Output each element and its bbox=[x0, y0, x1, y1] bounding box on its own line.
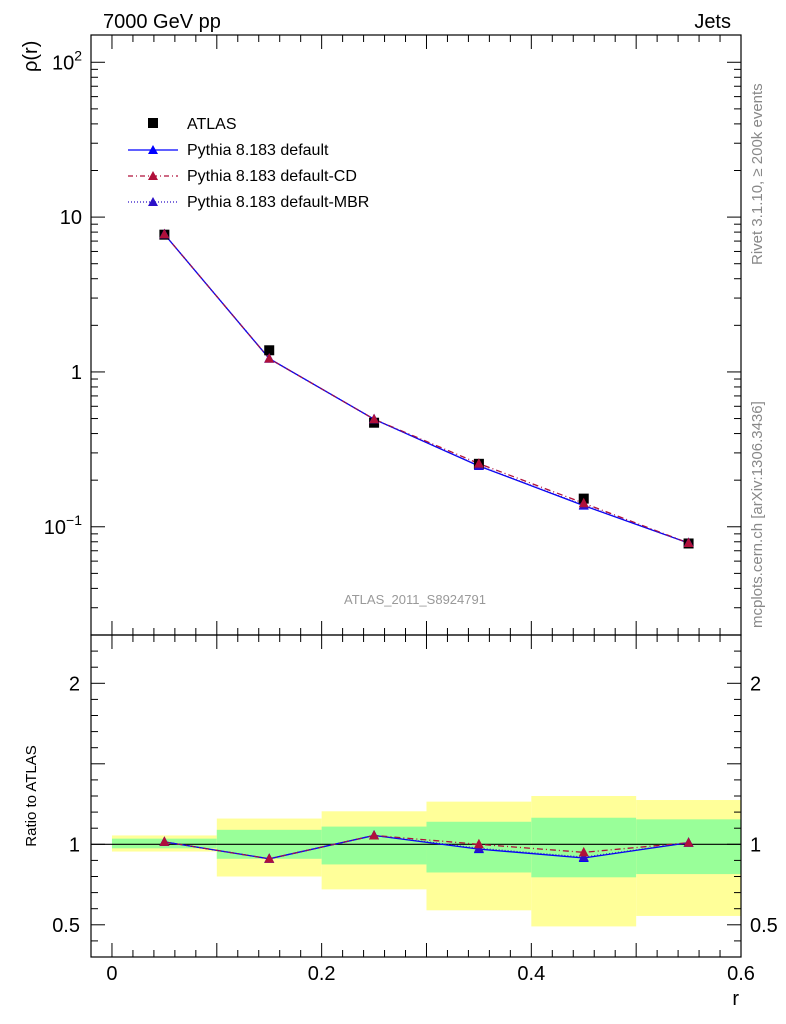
legend-marker-cd bbox=[148, 171, 158, 180]
main-axis-ticks: 10−1 1 10 102 bbox=[44, 35, 742, 636]
ratio-line-default bbox=[164, 834, 689, 860]
ratio-point-cd bbox=[473, 838, 484, 849]
legend: ATLAS Pythia 8.183 default Pythia 8.183 … bbox=[128, 116, 369, 211]
ratio-y-tick-label: 2 bbox=[69, 673, 80, 695]
main-line-cd bbox=[163, 233, 689, 544]
ratio-y-tick-label-right: 1 bbox=[750, 834, 761, 856]
main-point-cd bbox=[159, 228, 170, 239]
main-point-cd bbox=[578, 497, 589, 508]
ratio-uncertainty-bands bbox=[111, 796, 741, 927]
energy-label: 7000 GeV pp bbox=[103, 11, 221, 33]
x-tick-label: 0.4 bbox=[517, 963, 545, 985]
source-label: mcplots.cern.ch [arXiv:1306.3436] bbox=[749, 401, 766, 628]
legend-entry-default: Pythia 8.183 default bbox=[128, 142, 329, 159]
analysis-label: ATLAS_2011_S8924791 bbox=[344, 592, 486, 607]
ratio-point-mbr bbox=[578, 851, 589, 862]
x-axis-label: r bbox=[732, 988, 739, 1010]
main-point-cd bbox=[264, 353, 275, 363]
legend-marker-atlas bbox=[148, 118, 158, 128]
ratio-point-cd bbox=[683, 837, 694, 847]
main-y-axis-label: ρ(r) bbox=[20, 41, 42, 72]
ratio-y-tick-label-right: 2 bbox=[750, 673, 761, 695]
main-point-cd bbox=[473, 458, 484, 468]
ratio-axis-ticks: 0.5 0.5 1 1 2 2 0 0.2 0.4 0.6 bbox=[52, 634, 778, 985]
main-y-tick-label: 1 bbox=[71, 362, 82, 384]
ratio-plot-frame bbox=[90, 634, 742, 958]
legend-marker-default bbox=[148, 145, 158, 154]
ratio-y-tick-label: 0.5 bbox=[52, 915, 80, 937]
ratio-point-cd bbox=[578, 846, 589, 857]
main-line-default bbox=[163, 233, 689, 544]
legend-entry-atlas: ATLAS bbox=[148, 116, 237, 133]
ratio-y-tick-label: 1 bbox=[69, 834, 80, 856]
legend-label-default: Pythia 8.183 default bbox=[187, 142, 329, 159]
main-y-tick-label: 102 bbox=[52, 47, 82, 74]
x-tick-label: 0.6 bbox=[727, 963, 755, 985]
main-point-cd bbox=[683, 537, 694, 548]
ratio-series-markers bbox=[159, 829, 694, 863]
ratio-point-cd bbox=[264, 853, 275, 863]
main-line-mbr bbox=[163, 233, 689, 544]
process-label: Jets bbox=[694, 11, 731, 33]
legend-entry-cd: Pythia 8.183 default-CD bbox=[128, 168, 357, 185]
inner-band bbox=[636, 819, 741, 875]
ratio-point-cd bbox=[159, 836, 170, 846]
main-point-cd bbox=[369, 413, 380, 424]
main-y-tick-label: 10−1 bbox=[44, 512, 82, 539]
atlas-point bbox=[264, 345, 275, 356]
rivet-version-label: Rivet 3.1.10, ≥ 200k events bbox=[749, 83, 766, 265]
ratio-y-tick-label-right: 0.5 bbox=[750, 915, 778, 937]
ratio-y-axis-label: Ratio to ATLAS bbox=[23, 745, 40, 846]
legend-marker-mbr bbox=[148, 197, 158, 206]
x-tick-label: 0 bbox=[106, 963, 117, 985]
legend-entry-mbr: Pythia 8.183 default-MBR bbox=[128, 194, 369, 211]
ratio-point-cd bbox=[369, 829, 380, 840]
legend-label-mbr: Pythia 8.183 default-MBR bbox=[187, 194, 369, 211]
x-tick-label: 0.2 bbox=[308, 963, 336, 985]
main-series-markers bbox=[159, 228, 694, 549]
legend-label-atlas: ATLAS bbox=[187, 116, 237, 133]
legend-label-cd: Pythia 8.183 default-CD bbox=[187, 168, 357, 185]
main-series-lines bbox=[163, 233, 689, 544]
main-y-tick-label: 10 bbox=[60, 207, 82, 229]
